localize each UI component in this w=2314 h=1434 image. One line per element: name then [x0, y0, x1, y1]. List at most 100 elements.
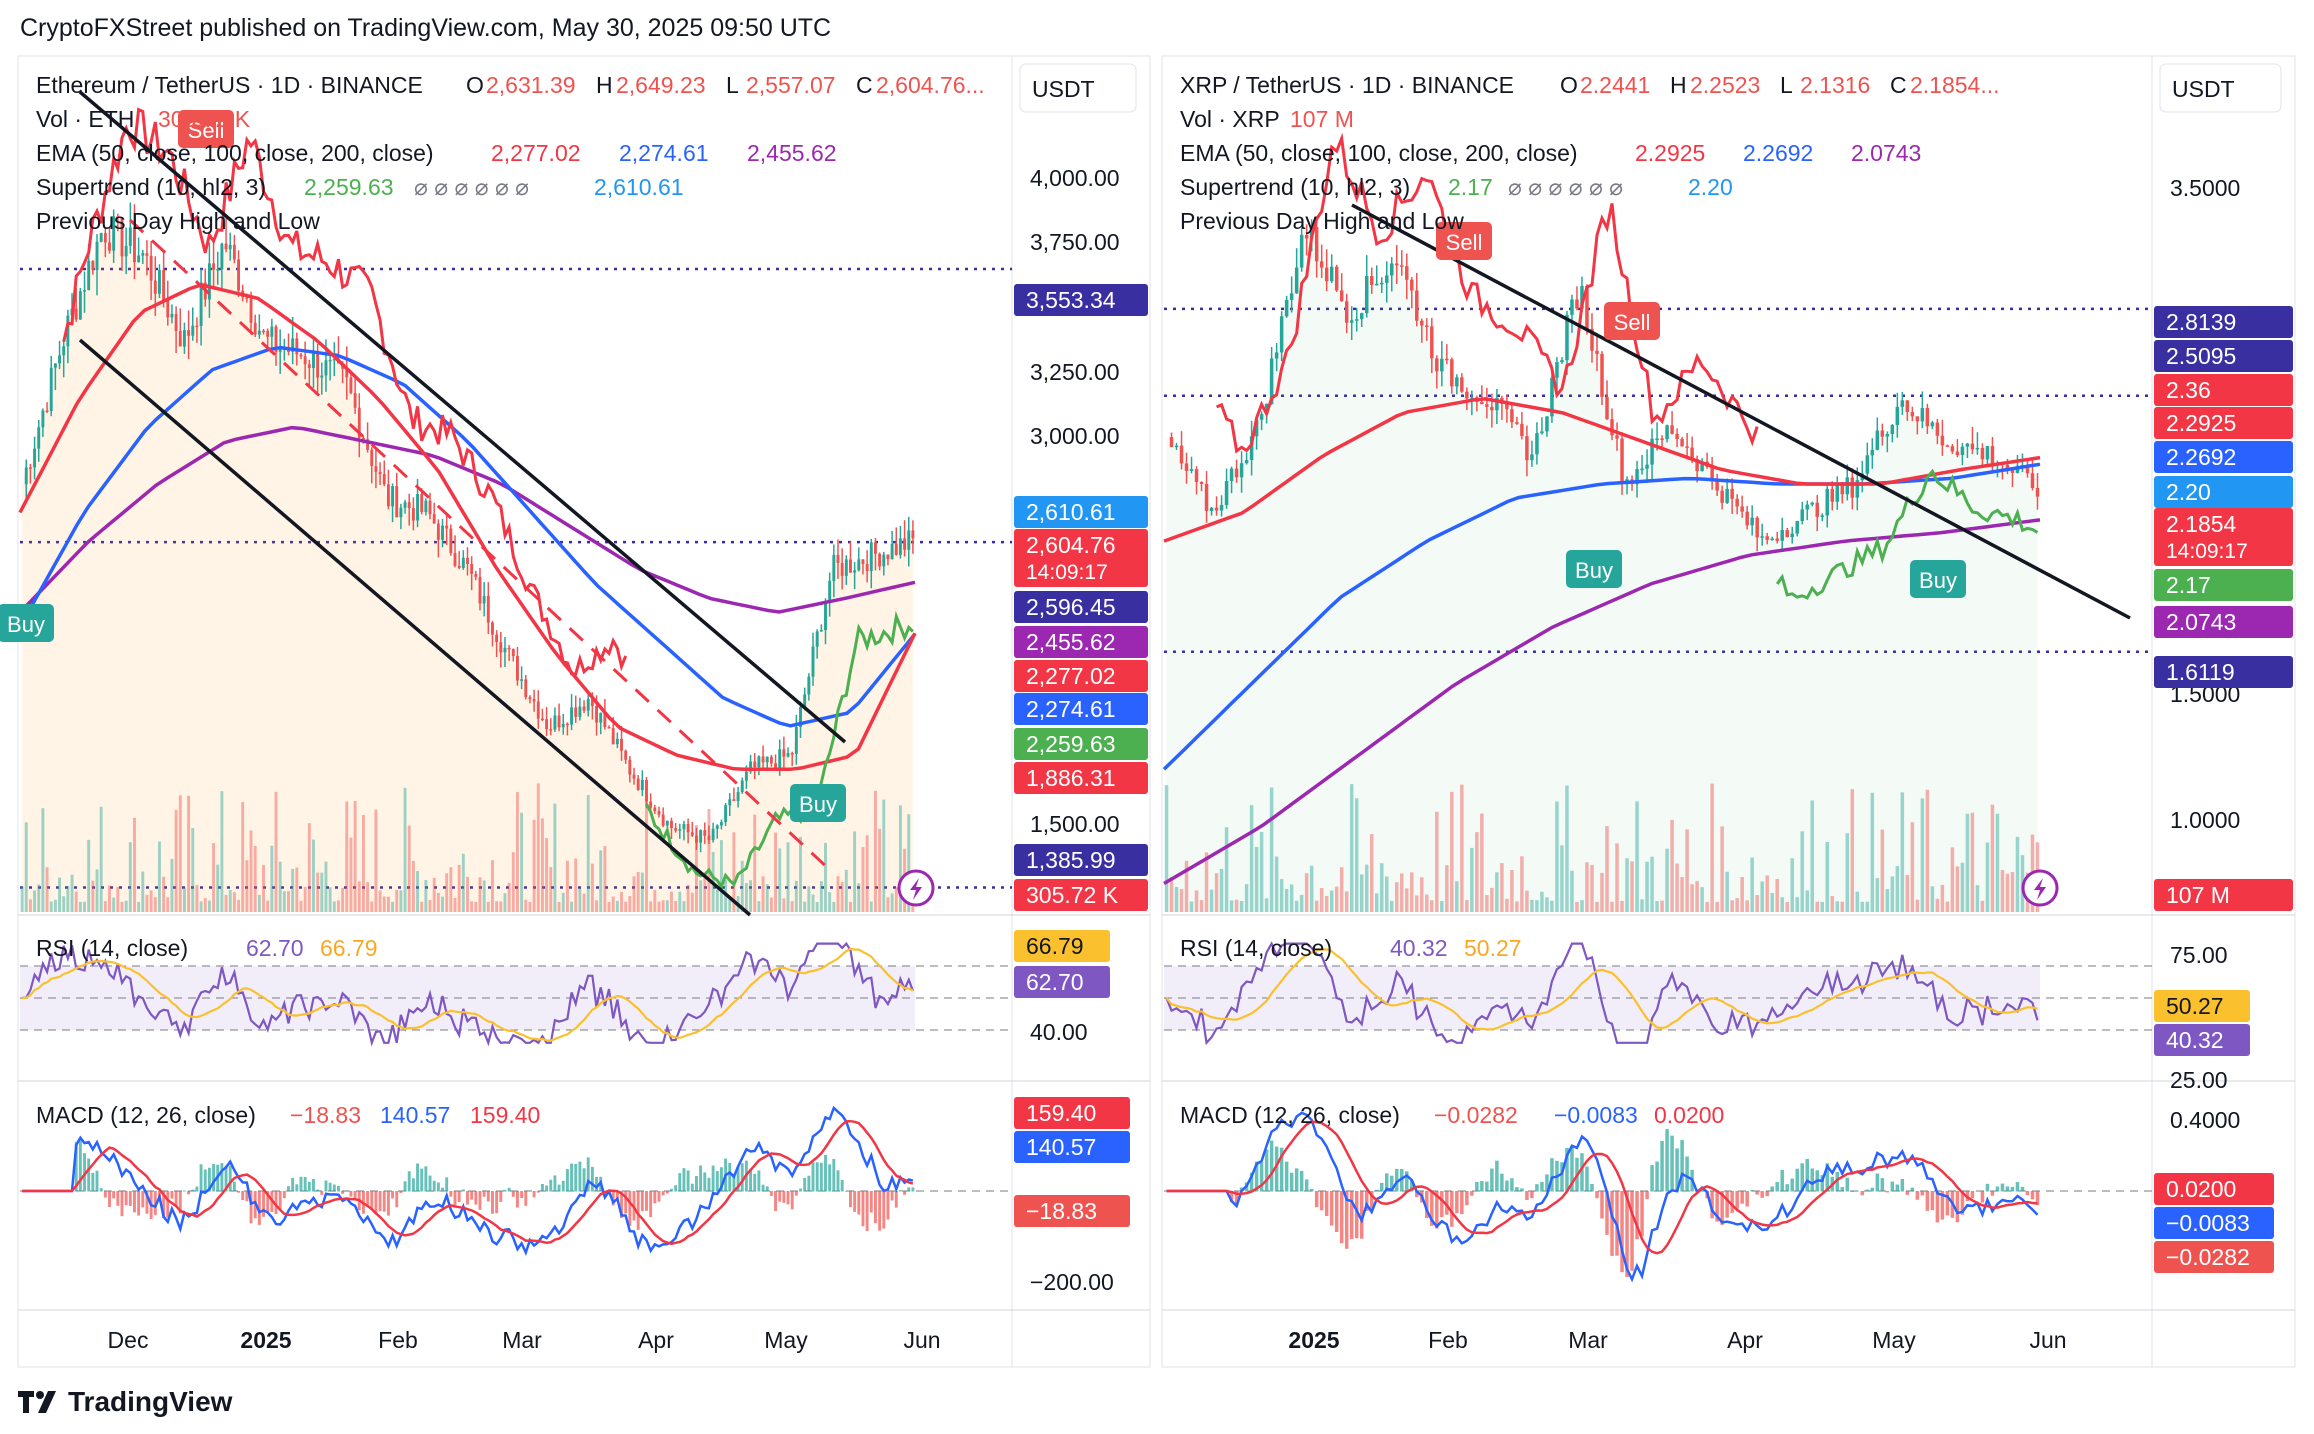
macd-histogram-bar [1855, 1190, 1860, 1192]
candle-body [1750, 517, 1754, 526]
macd-histogram-bar [670, 1188, 673, 1192]
candle-body [1735, 498, 1739, 507]
candle-body [357, 407, 361, 438]
volume-bar [765, 884, 769, 912]
price-badge-label: 2,274.61 [1026, 696, 1116, 722]
price-badge [1014, 879, 1148, 911]
candle-body [1189, 469, 1194, 471]
macd-histogram-bar [1490, 1168, 1494, 1192]
candle-body [1460, 377, 1464, 392]
volume-bar [886, 897, 890, 912]
macd-histogram-bar [907, 1187, 911, 1192]
macd-histogram-bar [1685, 1156, 1689, 1192]
candle-body [1975, 447, 1980, 450]
volume-bar [287, 891, 290, 912]
candle-body [857, 559, 861, 571]
volume-bar [1685, 829, 1689, 912]
volume-bar [832, 901, 836, 912]
buy-signal-label: Buy [799, 792, 837, 817]
tradingview-footer[interactable]: TradingView [18, 1386, 232, 1418]
volume-bar [1405, 888, 1409, 912]
volume-bar [1610, 901, 1614, 912]
candle-body [137, 255, 141, 263]
candle-body [466, 557, 469, 564]
candle-body [207, 263, 211, 300]
candle-body [570, 707, 574, 725]
candle-body [257, 330, 261, 335]
macd-histogram-bar [711, 1165, 715, 1192]
macd-histogram-bar [586, 1157, 590, 1192]
volume-bar [640, 872, 644, 912]
volume-bar [794, 880, 798, 912]
price-badge-label: 1.6119 [2166, 659, 2235, 685]
candle-body [590, 699, 594, 706]
rsi-axis-tick: 75.00 [2170, 942, 2228, 968]
volume-bar [1955, 866, 1960, 912]
volume-bar [1254, 846, 1259, 912]
volume-bar [1455, 881, 1459, 912]
volume-bar [536, 783, 540, 912]
macd-histogram-bar [1735, 1191, 1739, 1209]
candle-body [1850, 477, 1855, 498]
volume-bar [141, 871, 145, 912]
candle-body [345, 368, 349, 378]
volume-bar [1530, 899, 1534, 912]
macd-histogram-bar [391, 1191, 395, 1199]
volume-bar [507, 883, 511, 912]
volume-bar [162, 876, 166, 912]
volume-bar [1565, 785, 1569, 912]
volume-bar [307, 823, 311, 912]
macd-histogram-bar [1730, 1191, 1734, 1213]
macd-histogram-bar [1650, 1165, 1654, 1192]
volume-bar [890, 893, 894, 912]
candle-body [295, 338, 299, 355]
currency-button[interactable] [2159, 63, 2282, 113]
macd-legend-hist: −18.83 [290, 1102, 361, 1128]
volume-bar [894, 887, 898, 912]
candle-body [1490, 406, 1494, 411]
macd-histogram-bar [1460, 1191, 1464, 1215]
macd-histogram-bar [703, 1172, 707, 1192]
candle-body [1810, 502, 1814, 505]
price-badge [1014, 284, 1148, 316]
macd-histogram-bar [1410, 1180, 1414, 1192]
candle-body [1755, 517, 1759, 538]
macd-histogram-bar [95, 1170, 99, 1192]
macd-histogram-bar [728, 1162, 732, 1192]
candle-body [765, 756, 769, 763]
ohlc-key: H [1670, 72, 1687, 98]
candle-body [649, 801, 653, 808]
buy-signal-label: Buy [7, 612, 45, 637]
volume-bar [432, 877, 436, 912]
volume-bar [678, 891, 682, 912]
volume-bar [1259, 831, 1264, 912]
macd-histogram-bar [1850, 1191, 1855, 1192]
macd-histogram-bar [416, 1163, 420, 1192]
candle-body [670, 820, 673, 829]
volume-bar [103, 901, 107, 912]
volume-bar [728, 896, 732, 912]
macd-histogram-bar [645, 1191, 648, 1211]
volume-bar [840, 881, 844, 912]
buy-signal-label: Buy [1575, 558, 1613, 583]
candle-body [103, 233, 107, 243]
volume-bar [603, 845, 607, 912]
volume-bar [1279, 879, 1284, 912]
volume-bar [1425, 894, 1429, 912]
volume-bar [857, 883, 861, 912]
buy-signal-badge [1910, 560, 1966, 598]
macd-histogram-bar [1630, 1191, 1634, 1271]
volume-bar [1750, 857, 1754, 912]
macd-legend-macd: 140.57 [380, 1102, 450, 1128]
macd-histogram-bar [1374, 1189, 1379, 1192]
volume-bar [1705, 901, 1709, 912]
candle-body [1615, 435, 1619, 439]
candle-body [1685, 446, 1689, 448]
ema-legend-value: 2.2925 [1635, 140, 1705, 166]
price-badge-label: 2,259.63 [1026, 731, 1116, 757]
macd-histogram-bar [595, 1176, 599, 1192]
volume-bar [749, 880, 753, 912]
currency-button[interactable] [1019, 63, 1137, 113]
candle-body [1455, 377, 1459, 387]
volume-bar [553, 803, 557, 912]
